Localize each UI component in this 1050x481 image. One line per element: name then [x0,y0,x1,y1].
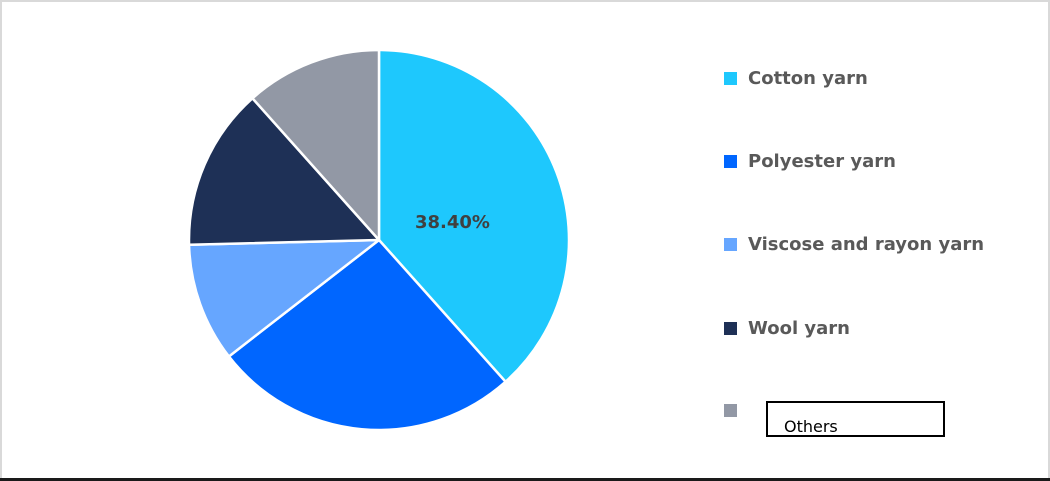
pie-slices [187,48,571,432]
data-label-cotton: 38.40% [415,212,490,233]
legend-label: Cotton yarn [748,67,868,89]
pie-slice-others [251,48,381,242]
legend-label: Polyester yarn [748,150,896,172]
legend-swatch-others [724,404,737,417]
legend-swatch-wool [724,321,737,335]
legend-item-viscose: Viscose and rayon yarn [724,232,984,256]
legend-label: Viscose and rayon yarn [748,233,985,255]
legend-swatch-polyester [724,154,737,168]
legend-label-others: Others [784,417,838,436]
legend-item-cotton: Cotton yarn [724,66,868,90]
legend-item-wool: Wool yarn [724,316,850,340]
pie-slice-polyester-yarn [227,238,507,432]
legend-item-polyester: Polyester yarn [724,149,896,173]
legend-label: Wool yarn [748,317,850,339]
bottom-border [0,478,1050,481]
legend-others-textbox[interactable]: Others [766,401,945,437]
pie-slice-viscose-and-rayon-yarn [187,238,381,358]
pie-slice-wool-yarn [187,97,381,247]
pie-slice-cotton-yarn [377,48,571,383]
legend-swatch-viscose [724,237,737,251]
legend-swatch-cotton [724,71,737,85]
